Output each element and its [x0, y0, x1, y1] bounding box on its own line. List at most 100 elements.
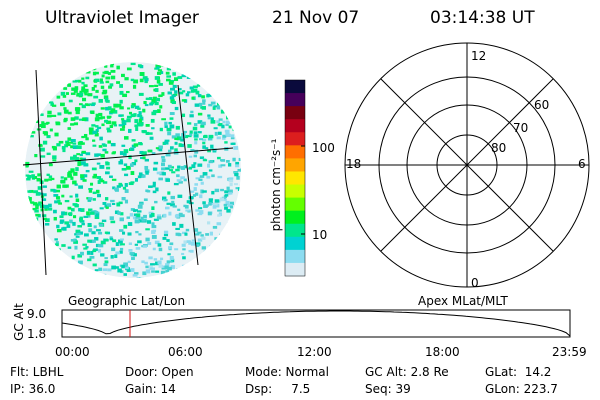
emission-pixel — [145, 124, 150, 127]
emission-pixel — [131, 103, 136, 107]
emission-pixel — [128, 249, 133, 252]
emission-pixel — [222, 81, 227, 86]
emission-pixel — [168, 211, 172, 216]
emission-pixel — [175, 125, 180, 130]
emission-pixel — [207, 211, 212, 216]
emission-pixel — [171, 101, 177, 105]
emission-pixel — [166, 127, 172, 132]
emission-pixel — [174, 214, 180, 218]
emission-pixel — [80, 161, 86, 165]
emission-pixel — [151, 152, 156, 156]
emission-pixel — [81, 104, 86, 109]
emission-pixel — [229, 182, 233, 187]
emission-pixel — [94, 153, 99, 157]
emission-pixel — [31, 174, 35, 178]
emission-pixel — [77, 162, 81, 167]
emission-pixel — [185, 93, 190, 97]
emission-pixel — [133, 143, 139, 147]
emission-pixel — [55, 196, 60, 200]
emission-pixel — [183, 165, 188, 169]
emission-pixel — [25, 202, 30, 205]
geographic-image — [22, 62, 241, 278]
emission-pixel — [60, 91, 66, 96]
emission-pixel — [97, 126, 102, 130]
emission-pixel — [77, 69, 82, 73]
emission-pixel — [27, 174, 32, 179]
emission-pixel — [184, 205, 189, 209]
emission-pixel — [41, 91, 46, 95]
emission-pixel — [108, 85, 113, 89]
emission-pixel — [53, 189, 57, 193]
emission-pixel — [43, 217, 47, 221]
emission-pixel — [146, 220, 152, 224]
emission-pixel — [81, 65, 85, 69]
emission-pixel — [79, 90, 83, 94]
emission-pixel — [159, 127, 163, 132]
emission-pixel — [210, 92, 214, 96]
emission-pixel — [80, 251, 84, 256]
emission-pixel — [154, 200, 158, 204]
emission-pixel — [188, 155, 193, 158]
emission-pixel — [203, 274, 209, 278]
emission-pixel — [169, 255, 174, 260]
emission-pixel — [238, 82, 241, 85]
emission-pixel — [104, 257, 108, 260]
emission-pixel — [150, 263, 155, 266]
emission-pixel — [211, 174, 215, 178]
emission-pixel — [89, 182, 94, 186]
emission-pixel — [161, 167, 166, 171]
colorbar-swatch — [285, 236, 305, 251]
emission-pixel — [193, 154, 198, 158]
emission-pixel — [27, 269, 32, 273]
emission-pixel — [86, 103, 91, 107]
emission-pixel — [110, 75, 116, 80]
emission-pixel — [237, 232, 241, 235]
emission-pixel — [207, 86, 213, 90]
emission-pixel — [52, 155, 57, 160]
emission-pixel — [217, 156, 221, 160]
emission-pixel — [234, 269, 240, 273]
emission-pixel — [161, 62, 165, 67]
emission-pixel — [34, 256, 39, 261]
emission-pixel — [127, 107, 131, 110]
emission-pixel — [133, 272, 139, 275]
emission-pixel — [234, 233, 239, 237]
emission-pixel — [82, 97, 87, 102]
emission-pixel — [106, 166, 111, 170]
emission-pixel — [109, 83, 114, 87]
emission-pixel — [153, 96, 157, 101]
emission-pixel — [124, 77, 129, 81]
emission-pixel — [46, 173, 50, 177]
emission-pixel — [55, 122, 61, 126]
emission-pixel — [123, 273, 128, 276]
emission-pixel — [163, 230, 169, 235]
emission-pixel — [135, 247, 141, 250]
emission-pixel — [124, 136, 129, 140]
emission-pixel — [211, 255, 215, 259]
emission-pixel — [208, 199, 213, 203]
emission-pixel — [67, 127, 71, 130]
emission-pixel — [180, 166, 185, 170]
emission-pixel — [93, 84, 97, 88]
emission-pixel — [175, 168, 180, 172]
emission-pixel — [226, 115, 231, 120]
emission-pixel — [169, 169, 174, 172]
emission-pixel — [238, 274, 241, 278]
emission-pixel — [43, 86, 48, 91]
emission-pixel — [162, 265, 167, 268]
emission-pixel — [224, 194, 229, 197]
emission-pixel — [136, 277, 141, 278]
emission-pixel — [194, 183, 198, 186]
emission-pixel — [127, 222, 133, 226]
emission-pixel — [119, 217, 124, 222]
emission-pixel — [28, 134, 34, 138]
emission-pixel — [197, 120, 203, 124]
emission-pixel — [148, 211, 154, 214]
emission-pixel — [218, 118, 223, 121]
emission-pixel — [202, 99, 206, 103]
emission-pixel — [189, 190, 195, 193]
emission-pixel — [170, 258, 175, 263]
emission-pixel — [190, 89, 194, 93]
emission-pixel — [32, 89, 36, 93]
emission-pixel — [237, 115, 241, 119]
